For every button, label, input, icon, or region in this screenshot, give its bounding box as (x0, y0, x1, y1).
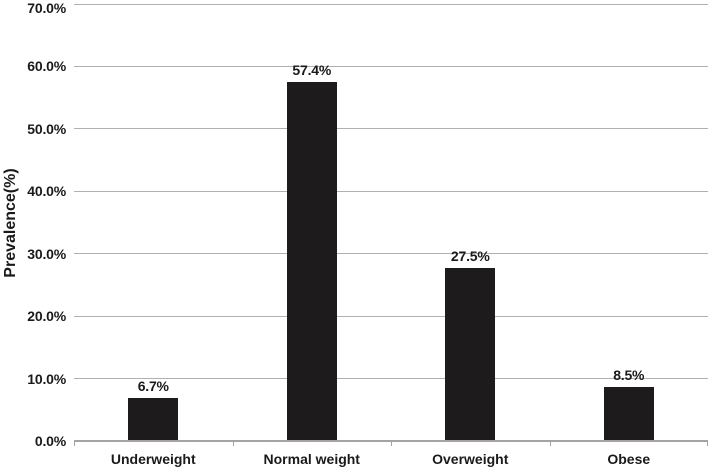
y-tick-label: 10.0% (27, 370, 66, 387)
y-gridline (74, 378, 708, 380)
bar-normal-weight (286, 81, 337, 440)
y-tick-label: 20.0% (27, 308, 66, 325)
y-gridline (74, 65, 708, 67)
x-category-label: Underweight (110, 451, 196, 467)
bar-overweight (445, 268, 496, 440)
bar-obese (603, 386, 654, 440)
x-axis-tick (549, 440, 551, 446)
y-gridline (74, 315, 708, 317)
y-gridline (74, 190, 708, 192)
y-tick-label: 60.0% (27, 58, 66, 75)
data-label: 6.7% (137, 378, 169, 395)
y-gridline (74, 3, 708, 5)
x-category-label: Overweight (432, 451, 509, 467)
y-tick-label: 30.0% (27, 245, 66, 262)
data-label: 57.4% (292, 61, 332, 78)
x-axis-tick (391, 440, 392, 446)
data-label: 27.5% (450, 248, 490, 265)
y-gridline (74, 253, 708, 255)
y-tick-label: 40.0% (27, 183, 66, 200)
data-label: 8.5% (613, 366, 645, 383)
x-category-label: Normal weight (263, 451, 360, 467)
y-gridline (74, 128, 708, 130)
x-category-label: Obese (607, 451, 651, 467)
x-axis-tick (74, 440, 75, 446)
bar-underweight (128, 398, 179, 440)
y-tick-label: 0.0% (34, 433, 66, 449)
x-axis-tick (232, 440, 234, 446)
y-tick-label: 70.0% (27, 0, 66, 16)
y-tick-label: 50.0% (27, 120, 66, 137)
